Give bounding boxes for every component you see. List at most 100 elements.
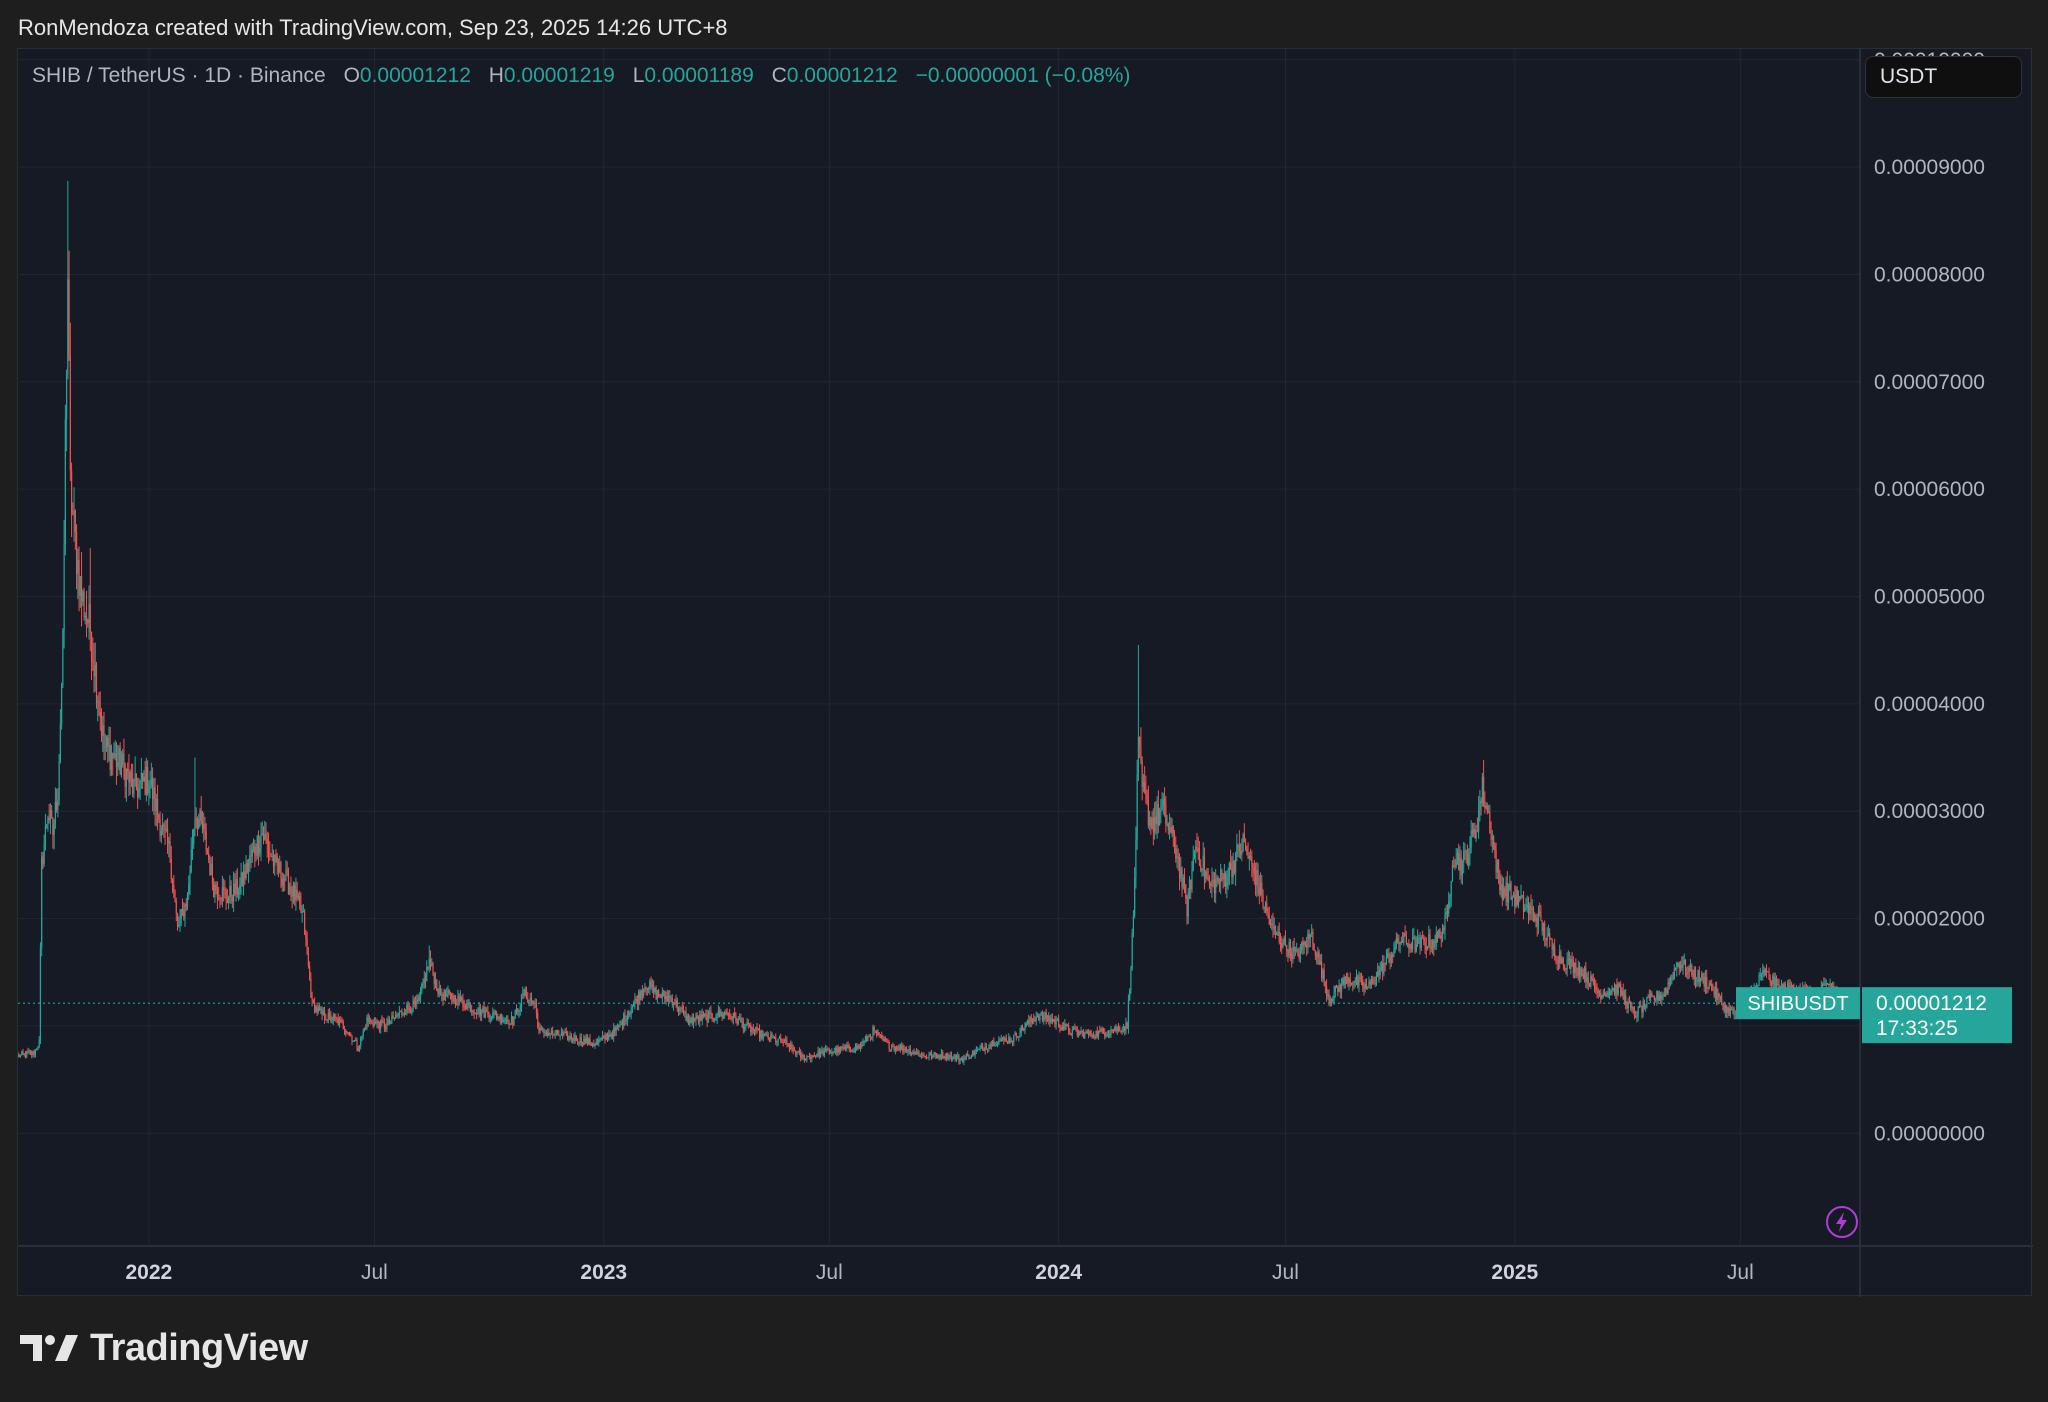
- candle-body: [1372, 979, 1374, 984]
- candle-body: [1171, 826, 1173, 833]
- candle-body: [1607, 992, 1609, 996]
- candle-body: [267, 843, 270, 853]
- candle-body: [753, 1030, 756, 1032]
- candle-body: [1468, 855, 1470, 865]
- footer-brand[interactable]: TradingView: [20, 1325, 308, 1371]
- candle-body: [1474, 829, 1476, 839]
- candle-body: [363, 1027, 366, 1031]
- chart-panel[interactable]: 0.000000000.000010000.000020000.00003000…: [17, 48, 2033, 1297]
- candle-body: [1207, 877, 1209, 879]
- candle-body: [659, 995, 661, 997]
- candle-body: [33, 1050, 35, 1055]
- candle-body: [1239, 851, 1242, 856]
- candle-body: [1262, 894, 1264, 907]
- candle-body: [1635, 1015, 1637, 1018]
- candle-body: [848, 1045, 850, 1050]
- candle-body: [1257, 870, 1259, 888]
- candle-body: [1292, 946, 1294, 960]
- candle-body: [745, 1025, 747, 1027]
- candle-body: [1479, 801, 1481, 811]
- candle-body: [1449, 895, 1451, 902]
- candle-body: [815, 1055, 817, 1057]
- candle-body: [1054, 1018, 1056, 1025]
- candle-body: [175, 901, 177, 914]
- candle-body: [756, 1027, 758, 1029]
- candle-body: [886, 1041, 888, 1043]
- candle-body: [503, 1019, 505, 1021]
- candle-body: [638, 991, 640, 1005]
- candle-body: [1831, 986, 1834, 988]
- candle-body: [427, 966, 429, 969]
- candle-body: [358, 1045, 361, 1051]
- candle-body: [1168, 827, 1171, 831]
- candle-body: [297, 895, 300, 898]
- candle-body: [945, 1052, 948, 1059]
- x-tick-label: Jul: [1727, 1261, 1754, 1284]
- candle-body: [641, 990, 643, 996]
- candle-body: [1094, 1036, 1096, 1038]
- candle-body: [1434, 943, 1436, 947]
- candle-body: [1176, 856, 1178, 859]
- candle-body: [670, 998, 672, 1000]
- candle-body: [44, 826, 47, 845]
- candle-body: [62, 629, 64, 685]
- candle-body: [414, 1002, 417, 1005]
- candle-body: [1058, 1019, 1060, 1027]
- close-label: C: [771, 64, 787, 87]
- candle-body: [1003, 1037, 1005, 1041]
- candle-body: [1516, 889, 1518, 905]
- candle-body: [269, 852, 271, 854]
- candle-body: [1261, 882, 1263, 895]
- candle-body: [277, 865, 280, 873]
- candle-body: [166, 829, 169, 844]
- candle-body: [1587, 977, 1589, 984]
- candle-body: [671, 998, 673, 1005]
- candle-body: [1344, 976, 1346, 985]
- candle-body: [684, 1012, 686, 1014]
- candle-body: [888, 1042, 890, 1050]
- candle-body: [557, 1030, 559, 1035]
- lightning-bolt-icon[interactable]: [1826, 1206, 1858, 1238]
- candle-body: [1203, 855, 1206, 879]
- candle-body: [1055, 1020, 1057, 1025]
- candle-body: [261, 833, 263, 836]
- candle-body: [279, 862, 281, 873]
- candle-body: [472, 1010, 474, 1012]
- candle-body: [547, 1032, 549, 1036]
- candle-body: [1215, 879, 1217, 894]
- candle-body: [428, 958, 430, 969]
- candle-body: [102, 725, 104, 736]
- y-tick-label: 0.00000000: [1874, 1122, 1985, 1145]
- candle-body: [1770, 982, 1773, 985]
- candle-body: [522, 993, 524, 995]
- candle-body: [1301, 942, 1303, 951]
- candle-body: [1266, 902, 1268, 912]
- candle-body: [915, 1051, 918, 1053]
- candle-body: [763, 1034, 766, 1036]
- candle-body: [1825, 983, 1827, 985]
- candle-body: [205, 831, 207, 851]
- candle-body: [362, 1030, 364, 1036]
- currency-button[interactable]: USDT: [1865, 56, 2022, 98]
- candle-body: [1116, 1027, 1118, 1032]
- candle-body: [203, 823, 205, 830]
- candle-body: [1122, 1026, 1125, 1030]
- price-chart[interactable]: 0.000000000.000010000.000020000.00003000…: [18, 49, 2033, 1297]
- candle-body: [412, 1000, 414, 1012]
- candle-body: [768, 1038, 771, 1040]
- candle-body: [616, 1024, 619, 1027]
- candle-body: [1225, 873, 1227, 887]
- candle-body: [623, 1014, 625, 1026]
- candle-body: [1506, 882, 1508, 903]
- candle-body: [550, 1030, 553, 1034]
- candle-body: [1021, 1026, 1024, 1029]
- candle-body: [499, 1014, 501, 1020]
- candle-body: [57, 800, 59, 811]
- candle-body: [41, 856, 43, 948]
- candle-body: [1393, 950, 1395, 957]
- candle-body: [1319, 961, 1321, 965]
- candle-body: [1666, 988, 1668, 993]
- candle-body: [773, 1037, 776, 1039]
- candle-body: [1086, 1031, 1088, 1034]
- candle-body: [1070, 1034, 1072, 1036]
